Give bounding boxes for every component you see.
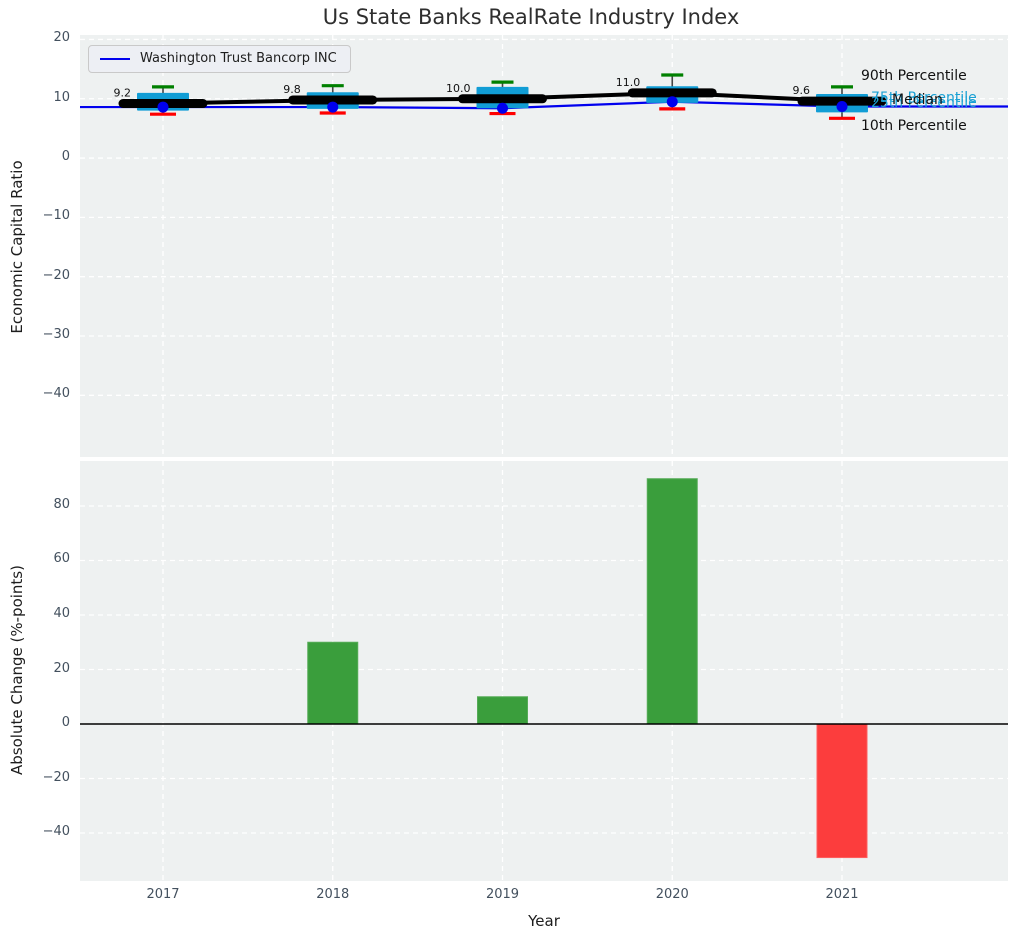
box-chart-canvas: 9.2 9.8 10.0 11.0 9.6: [80, 35, 1008, 457]
bar-2021: [816, 723, 868, 859]
bar-chart-canvas: [80, 461, 1008, 881]
right-label-4: 10th Percentile: [861, 118, 967, 134]
top-ytick-−40: −40: [42, 386, 70, 402]
bottom-ytick-40: 40: [53, 605, 70, 621]
company-dot-2017: [157, 101, 169, 113]
company-dot-2019: [497, 102, 508, 114]
bottom-ytick-−40: −40: [42, 824, 70, 840]
bottom-ytick-−20: −20: [42, 769, 70, 785]
median-annotation-2021: 9.6: [793, 84, 811, 97]
bottom-chart-plot-area: [80, 461, 1008, 881]
bottom-ytick-80: 80: [53, 496, 70, 512]
top-ytick-0: 0: [61, 149, 70, 165]
company-dot-2020: [666, 96, 678, 108]
bar-2020: [646, 478, 698, 725]
bottom-ytick-0: 0: [61, 715, 70, 730]
legend-label: Washington Trust Bancorp INC: [140, 51, 337, 66]
xtick-2021: 2021: [825, 887, 859, 902]
median-annotation-2019: 10.0: [446, 82, 471, 95]
top-ytick-−30: −30: [42, 327, 70, 342]
right-label-1: 75th Percentile: [871, 90, 977, 106]
bottom-ytick-20: 20: [53, 660, 70, 676]
xtick-2017: 2017: [146, 887, 180, 902]
right-label-0: 90th Percentile: [861, 68, 967, 84]
right-label-2: 25th Percentile: [871, 95, 977, 111]
xtick-2020: 2020: [655, 887, 689, 902]
company-dot-2021: [836, 100, 848, 112]
top-ytick-−20: −20: [42, 267, 70, 283]
right-label-3: Median: [892, 92, 943, 108]
bottom-y-axis-label: Absolute Change (%-points): [8, 565, 26, 775]
chart-title: Us State Banks RealRate Industry Index: [322, 5, 740, 29]
xtick-2019: 2019: [485, 887, 520, 902]
legend: Washington Trust Bancorp INC: [88, 45, 351, 73]
xtick-2018: 2018: [316, 887, 350, 902]
top-chart-plot-area: 9.2 9.8 10.0 11.0 9.6 Washington Trust Banco…: [80, 35, 1008, 457]
median-annotation-2017: 9.2: [114, 87, 132, 100]
median-annotation-2018: 9.8: [283, 83, 301, 96]
legend-line-swatch: [100, 57, 130, 60]
company-dot-2018: [327, 101, 339, 113]
top-y-axis-label: Economic Capital Ratio: [8, 160, 26, 334]
bottom-ytick-60: 60: [53, 551, 70, 567]
top-ytick-10: 10: [53, 89, 70, 105]
median-annotation-2020: 11.0: [616, 76, 641, 89]
top-ytick-−10: −10: [42, 208, 70, 224]
top-ytick-20: 20: [53, 30, 70, 46]
bar-2018: [307, 641, 359, 725]
bar-2019: [477, 696, 528, 725]
x-axis-label: Year: [528, 912, 560, 930]
